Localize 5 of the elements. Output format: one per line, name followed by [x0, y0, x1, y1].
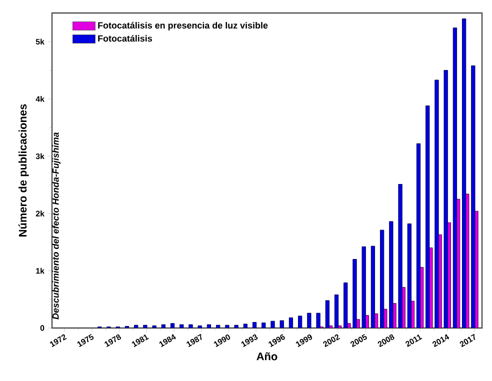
legend-label: Fotocatálisis [98, 34, 152, 42]
x-axis-title: Año [256, 352, 278, 360]
legend-label: Fotocatálisis en presencia de luz visible [98, 22, 268, 30]
y-axis-title: Número de publicaciones [18, 104, 29, 236]
annotation: Descubrimiento del efecto Honda-Fujishima [52, 132, 61, 320]
